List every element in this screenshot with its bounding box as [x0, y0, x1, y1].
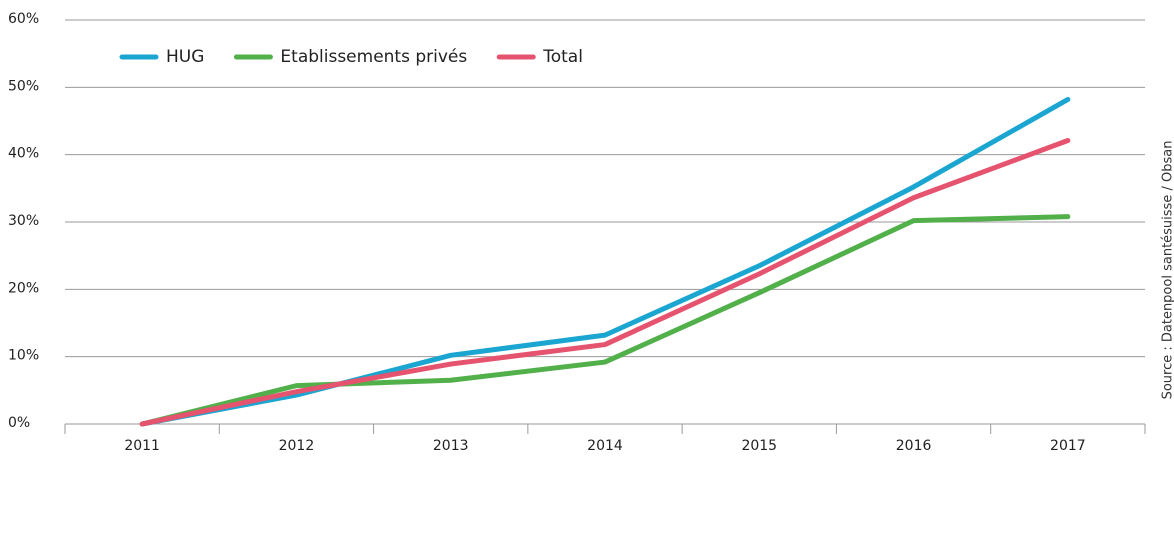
x-tick-label: 2015 [741, 438, 777, 454]
x-tick-label: 2014 [587, 438, 623, 454]
x-tick-label: 2017 [1050, 438, 1086, 454]
series-line [139, 138, 1071, 427]
y-tick-label: 20% [8, 280, 39, 296]
series-line [139, 96, 1071, 427]
legend-label: HUG [166, 47, 204, 67]
y-tick-label: 10% [8, 348, 39, 364]
y-tick-label: 30% [8, 213, 39, 229]
x-tick-label: 2012 [279, 438, 315, 454]
y-tick-label: 40% [8, 146, 39, 162]
x-tick-label: 2011 [124, 438, 160, 454]
x-tick-label: 2013 [433, 438, 469, 454]
legend-label: Total [542, 47, 583, 67]
y-tick-label: 50% [8, 78, 39, 94]
y-tick-label: 0% [8, 415, 30, 431]
y-tick-label: 60% [8, 11, 39, 27]
x-tick-label: 2016 [896, 438, 932, 454]
series-line [139, 214, 1071, 427]
legend-label: Etablissements privés [280, 47, 467, 67]
source-note: Source : Datenpool santésuisse / Obsan [1161, 141, 1174, 400]
